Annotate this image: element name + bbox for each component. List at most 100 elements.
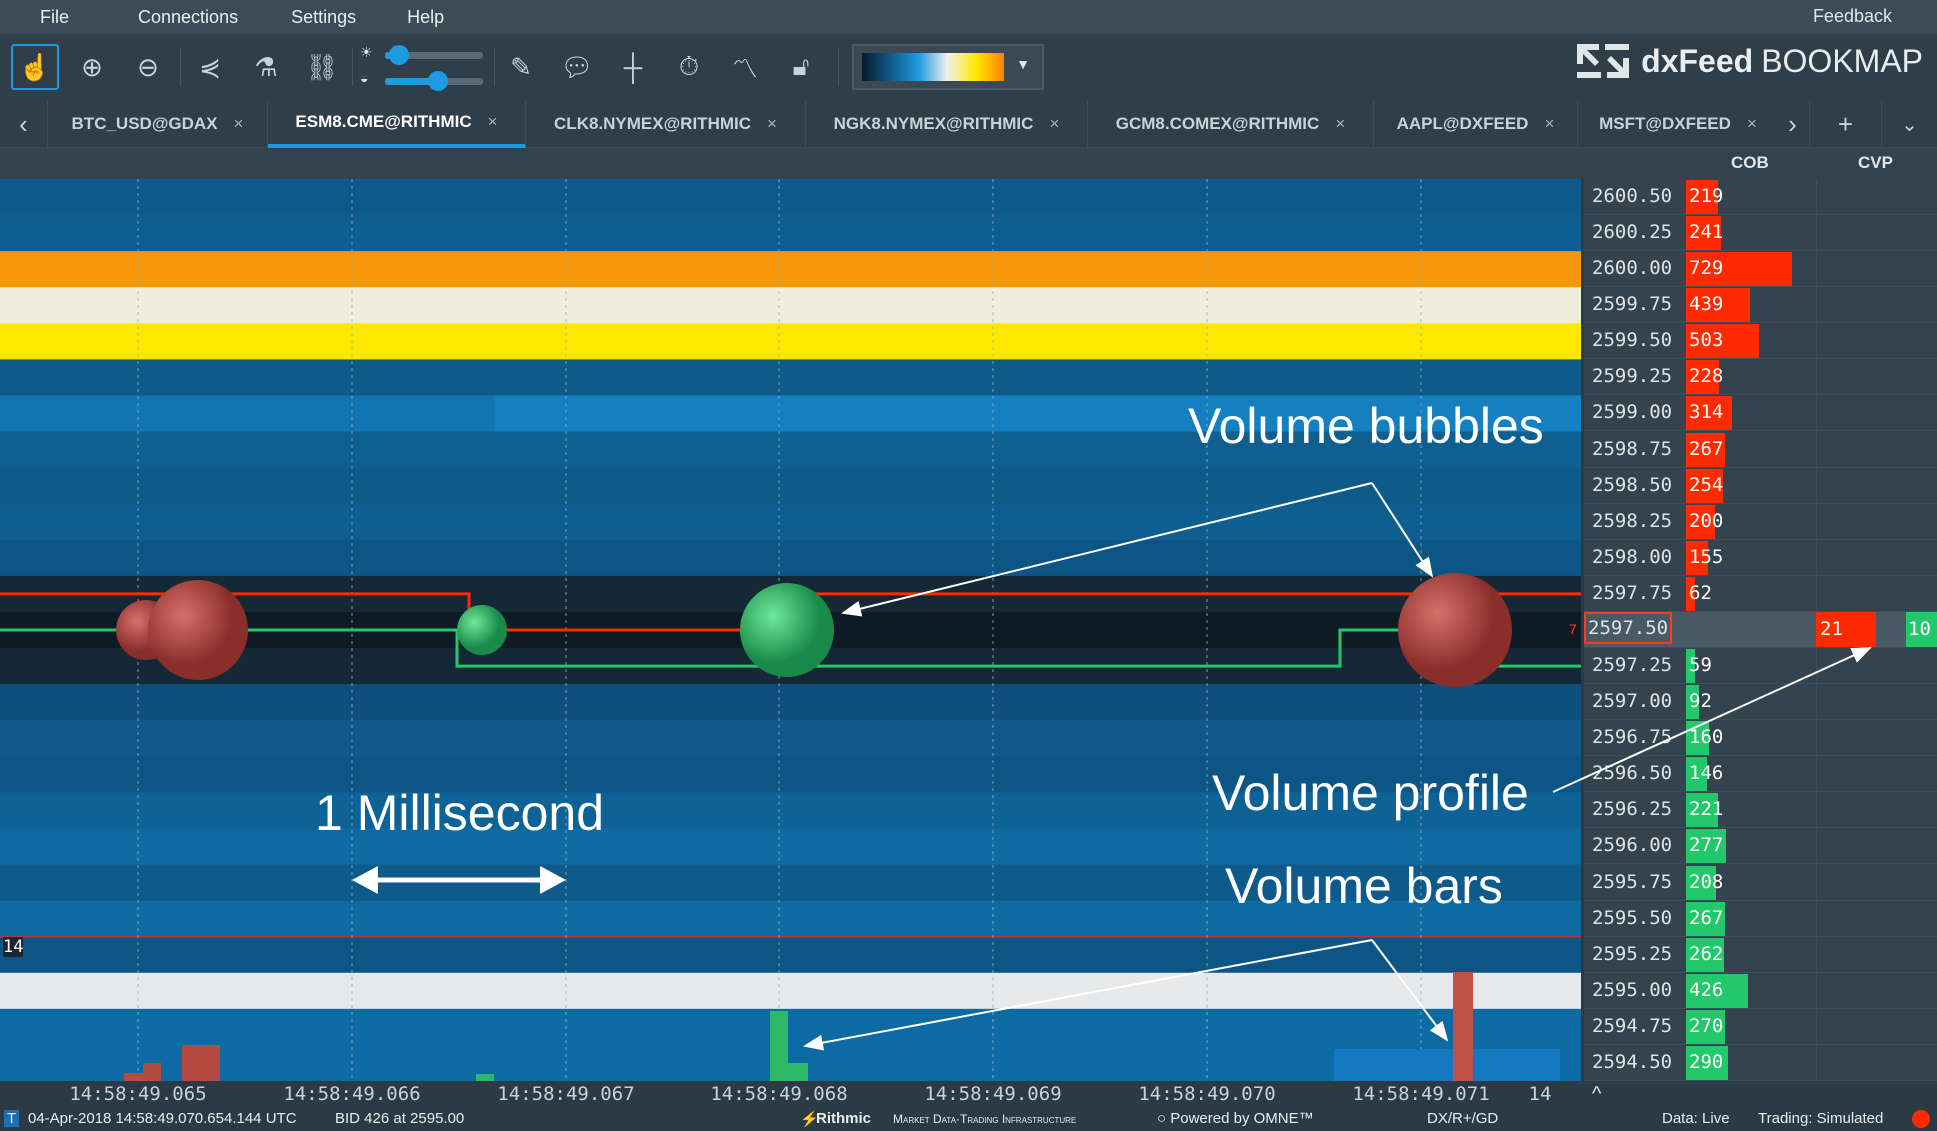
ladder-row[interactable]: 2594.50 290: [1584, 1045, 1937, 1081]
crosshair-icon[interactable]: ┼: [623, 51, 643, 82]
ladder-row[interactable]: 2594.75 270: [1584, 1009, 1937, 1045]
tabs-scroll-left-icon[interactable]: ‹: [0, 100, 48, 148]
rithmic-logo-icon: ⚡: [800, 1111, 819, 1128]
tab-gcm8-comex-rithmic[interactable]: GCM8.COMEX@RITHMIC ×: [1088, 100, 1374, 148]
ladder-row[interactable]: 2598.25 200: [1584, 504, 1937, 540]
ladder-row[interactable]: 2598.00 155: [1584, 540, 1937, 576]
cob-value: 262: [1689, 942, 1724, 965]
cob-value: 267: [1689, 906, 1724, 929]
ladder-row[interactable]: 2597.25 59: [1584, 648, 1937, 685]
ladder-row[interactable]: 2597.50 21 10: [1583, 611, 1937, 648]
rithmic-brand: Rithmic: [816, 1110, 872, 1127]
menu-help[interactable]: Help: [407, 6, 445, 27]
close-icon[interactable]: ×: [1049, 114, 1060, 133]
ladder-row[interactable]: 2596.25 221: [1584, 792, 1937, 829]
heatmap-band: [0, 251, 1581, 288]
ladder-row[interactable]: 2595.75 208: [1584, 865, 1937, 901]
ladder-row[interactable]: 2596.00 277: [1584, 828, 1937, 865]
tabs-scroll-right-icon[interactable]: ›: [1776, 100, 1810, 148]
toolbar-divider: [352, 48, 353, 86]
time-label: 14:58:49.070: [1138, 1083, 1276, 1105]
ladder-row[interactable]: 2599.75 439: [1584, 287, 1937, 324]
time-axis[interactable]: 14:58:49.065 14:58:49.066 14:58:49.067 14:5…: [0, 1081, 1581, 1106]
add-tab-icon[interactable]: +: [1810, 100, 1882, 148]
status-datetime: 04-Apr-2018 14:58:49.070.654.144 UTC: [28, 1110, 297, 1127]
ladder-row[interactable]: 2598.50 254: [1584, 468, 1937, 504]
close-icon[interactable]: ×: [487, 112, 498, 131]
heatmap-palette-dropdown[interactable]: ▼: [852, 44, 1044, 90]
close-icon[interactable]: ×: [1335, 114, 1346, 133]
chevron-down-icon: ▼: [1016, 56, 1030, 72]
menu-connections[interactable]: Connections: [138, 6, 239, 27]
zoom-out-icon[interactable]: ⊖: [137, 51, 159, 82]
microscope-icon[interactable]: ⚗: [254, 51, 278, 82]
tab-msft-dxfeed[interactable]: MSFT@DXFEED ×: [1578, 100, 1778, 148]
tab-aapl-dxfeed[interactable]: AAPL@DXFEED ×: [1374, 100, 1578, 148]
toolbar-divider: [180, 48, 181, 86]
pencil-icon[interactable]: ✎: [510, 51, 532, 82]
ladder-row[interactable]: 2595.00 426: [1584, 973, 1937, 1009]
ladder-row[interactable]: 2600.00 729: [1584, 251, 1937, 288]
ladder-row[interactable]: 2596.50 146: [1584, 756, 1937, 793]
share-icon[interactable]: ⋞: [199, 51, 221, 82]
price-label: 2596.25: [1592, 798, 1673, 821]
last-trade-size: 7: [1569, 621, 1577, 637]
price-label: 2599.50: [1592, 329, 1673, 352]
tab-clk8-nymex-rithmic[interactable]: CLK8.NYMEX@RITHMIC ×: [526, 100, 806, 148]
lock-icon[interactable]: 🔓︎: [792, 51, 810, 81]
cob-value: 92: [1689, 690, 1712, 713]
close-icon[interactable]: ×: [1544, 114, 1555, 133]
tab-ngk8-nymex-rithmic[interactable]: NGK8.NYMEX@RITHMIC ×: [806, 100, 1088, 148]
heatmap-chart[interactable]: 14 7 Volume bubbles Volume profile Volum…: [0, 179, 1581, 1081]
volume-bar: [770, 1011, 788, 1081]
ladder-row[interactable]: 2597.75 62: [1584, 576, 1937, 612]
omne-text: Powered by OMNE™: [1170, 1110, 1314, 1127]
stopwatch-icon[interactable]: ⏱︎: [678, 51, 700, 81]
contrast-slider[interactable]: [385, 71, 483, 91]
ladder-row[interactable]: 2600.25 241: [1584, 215, 1937, 252]
annotation-volume-profile: Volume profile: [1212, 765, 1529, 821]
ladder-row[interactable]: 2595.50 267: [1584, 901, 1937, 937]
heatmap-band: [0, 684, 1581, 721]
price-ladder[interactable]: 2600.50 219 2600.25 241 2600.00 729 2599.75 439…: [1583, 179, 1937, 1081]
close-icon[interactable]: ×: [767, 114, 777, 133]
chat-icon[interactable]: 💬︎: [560, 51, 594, 82]
connection-status-icon[interactable]: [1912, 1110, 1930, 1128]
zoom-in-icon[interactable]: ⊕: [81, 51, 103, 82]
menu-settings[interactable]: Settings: [291, 6, 357, 27]
cob-value: 62: [1689, 581, 1712, 604]
close-icon[interactable]: ×: [1746, 114, 1757, 133]
tab-esm8-cme-rithmic[interactable]: ESM8.CME@RITHMIC ×: [268, 100, 526, 148]
scroll-up-chevron-icon[interactable]: ^: [1592, 1083, 1602, 1105]
close-icon[interactable]: ×: [233, 114, 244, 133]
tab-btc-usd-gdax[interactable]: BTC_USD@GDAX ×: [48, 100, 268, 148]
feedback-link[interactable]: Feedback: [1812, 6, 1892, 26]
tabs-menu-chevron-icon[interactable]: ⌄: [1901, 113, 1918, 136]
line-chart-icon[interactable]: 〽: [731, 53, 758, 84]
ladder-row[interactable]: 2596.75 160: [1584, 720, 1937, 757]
hand-pointer-icon[interactable]: ☝: [11, 44, 59, 90]
ladder-row[interactable]: 2599.25 228: [1584, 359, 1937, 396]
volume-bar: [143, 1063, 161, 1081]
ladder-row[interactable]: 2597.00 92: [1584, 684, 1937, 721]
volume-bubble-sell: [148, 580, 248, 680]
ladder-row[interactable]: 2599.00 314: [1584, 395, 1937, 432]
menu-file[interactable]: File: [40, 6, 70, 27]
price-label: 2594.50: [1592, 1050, 1673, 1073]
ladder-row[interactable]: 2598.75 267: [1584, 432, 1937, 468]
ladder-row[interactable]: 2595.25 262: [1584, 937, 1937, 973]
cob-bar: [1686, 576, 1695, 611]
brightness-slider[interactable]: [385, 45, 483, 65]
ladder-row[interactable]: 2600.50 219: [1584, 179, 1937, 215]
link-icon[interactable]: ⛓: [305, 51, 339, 82]
time-label: 14:58:49.071: [1352, 1083, 1490, 1105]
logo-brand: dxFeed: [1641, 42, 1754, 79]
volume-bar: [1453, 972, 1473, 1081]
instrument-tabs: ‹ BTC_USD@GDAX × ESM8.CME@RITHMIC × CLK8.N…: [0, 100, 1937, 148]
heatmap-band: [0, 179, 1581, 216]
heatmap-canvas[interactable]: [0, 179, 1581, 1081]
size-label: 14: [3, 937, 24, 957]
cob-bar: [1686, 432, 1725, 467]
ladder-row[interactable]: 2599.50 503: [1584, 323, 1937, 360]
price-label: 2598.50: [1592, 473, 1673, 496]
